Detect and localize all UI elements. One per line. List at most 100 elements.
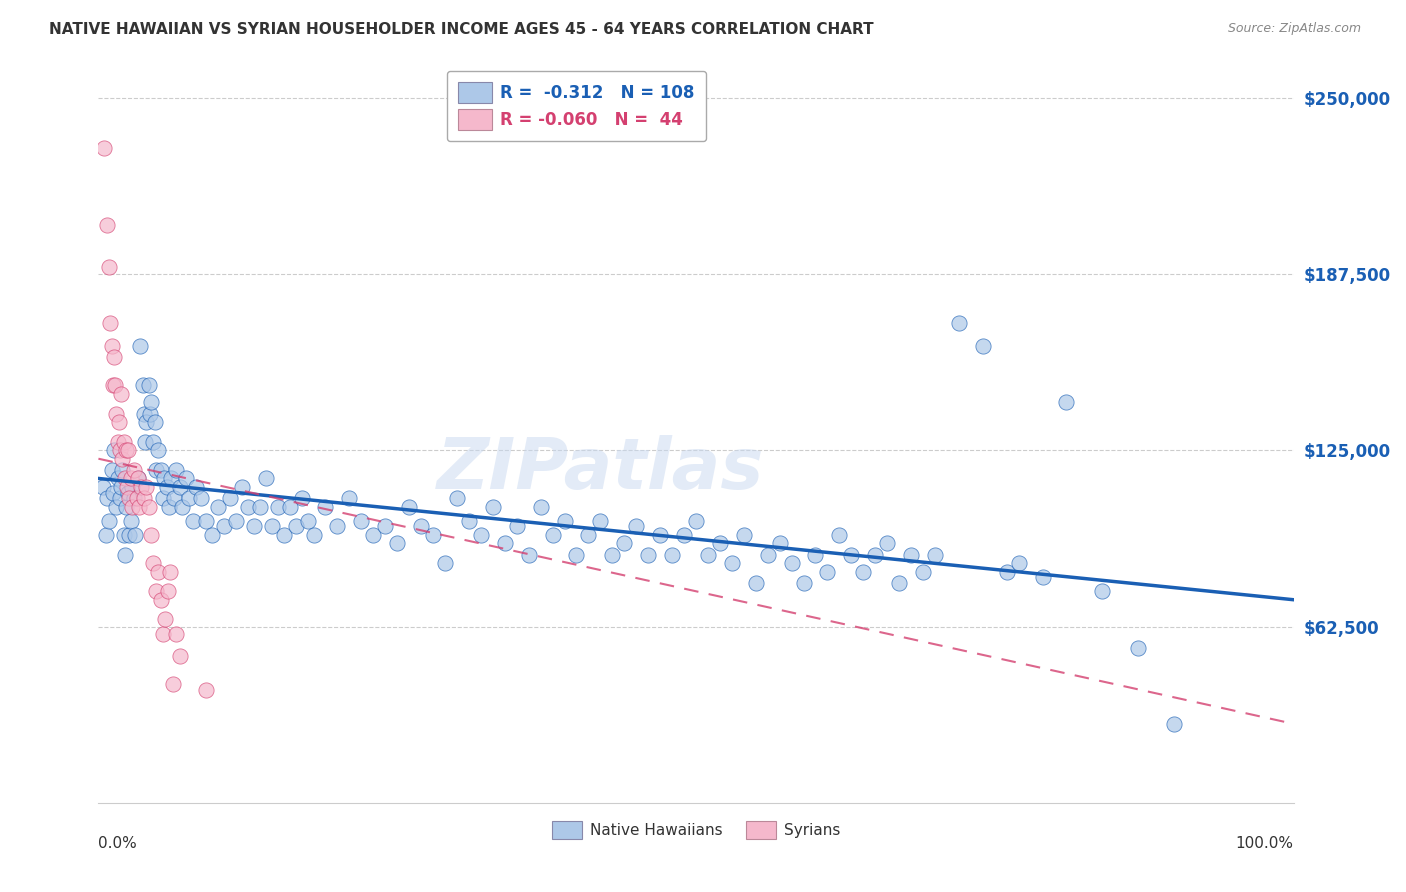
Point	[637, 548, 659, 562]
Text: NATIVE HAWAIIAN VS SYRIAN HOUSEHOLDER INCOME AGES 45 - 64 YEARS CORRELATION CHAR: NATIVE HAWAIIAN VS SYRIAN HOUSEHOLDER IN…	[49, 22, 875, 37]
Point	[768, 536, 790, 550]
Point	[153, 471, 176, 485]
Point	[121, 500, 143, 514]
Point	[876, 536, 898, 550]
Point	[160, 471, 183, 485]
Point	[105, 500, 128, 514]
Point	[254, 471, 277, 485]
Point	[385, 536, 409, 550]
Point	[865, 548, 887, 562]
Point	[578, 528, 600, 542]
Point	[159, 565, 181, 579]
Point	[398, 500, 420, 514]
Point	[470, 528, 492, 542]
Point	[225, 514, 247, 528]
Point	[111, 463, 134, 477]
Legend: Native Hawaiians, Syrians: Native Hawaiians, Syrians	[544, 814, 848, 847]
Point	[114, 548, 136, 562]
Point	[117, 485, 139, 500]
Point	[721, 556, 744, 570]
Point	[249, 500, 271, 514]
Point	[108, 491, 131, 506]
Point	[134, 434, 156, 449]
Point	[131, 378, 153, 392]
Point	[120, 471, 142, 485]
Point	[1056, 395, 1078, 409]
Point	[709, 536, 731, 550]
Point	[554, 514, 576, 528]
Point	[165, 626, 187, 640]
Point	[911, 565, 934, 579]
Point	[103, 443, 125, 458]
Text: 100.0%: 100.0%	[1236, 836, 1294, 851]
Point	[685, 514, 707, 528]
Point	[231, 480, 253, 494]
Point	[697, 548, 720, 562]
Point	[124, 528, 146, 542]
Point	[174, 471, 197, 485]
Point	[152, 491, 174, 506]
Point	[107, 434, 129, 449]
Point	[139, 407, 162, 421]
Point	[374, 519, 396, 533]
Point	[124, 463, 146, 477]
Point	[101, 485, 124, 500]
Point	[291, 491, 314, 506]
Point	[273, 528, 295, 542]
Point	[120, 514, 142, 528]
Point	[924, 548, 946, 562]
Point	[139, 395, 162, 409]
Point	[127, 471, 149, 485]
Point	[243, 519, 266, 533]
Point	[131, 480, 153, 494]
Point	[145, 584, 167, 599]
Point	[1032, 570, 1054, 584]
Point	[118, 528, 141, 542]
Point	[139, 528, 162, 542]
Point	[411, 519, 433, 533]
Point	[93, 141, 115, 155]
Point	[339, 491, 361, 506]
Point	[1091, 584, 1114, 599]
Point	[267, 500, 290, 514]
Point	[111, 451, 134, 466]
Point	[756, 548, 779, 562]
Point	[260, 519, 283, 533]
Point	[278, 500, 301, 514]
Point	[149, 463, 172, 477]
Point	[297, 514, 319, 528]
Point	[115, 480, 138, 494]
Point	[186, 480, 208, 494]
Point	[138, 500, 160, 514]
Point	[91, 480, 114, 494]
Point	[155, 612, 177, 626]
Point	[1128, 640, 1150, 655]
Point	[530, 500, 553, 514]
Point	[98, 316, 122, 330]
Point	[100, 339, 122, 353]
Point	[100, 463, 122, 477]
Point	[107, 471, 129, 485]
Point	[145, 463, 167, 477]
Point	[169, 480, 191, 494]
Point	[132, 491, 155, 506]
Point	[841, 548, 863, 562]
Point	[613, 536, 636, 550]
Point	[143, 415, 166, 429]
Point	[162, 677, 184, 691]
Point	[422, 528, 444, 542]
Point	[125, 491, 148, 506]
Text: 0.0%: 0.0%	[98, 836, 138, 851]
Point	[948, 316, 970, 330]
Point	[165, 463, 187, 477]
Point	[219, 491, 242, 506]
Point	[107, 415, 129, 429]
Point	[132, 407, 155, 421]
Point	[108, 443, 131, 458]
Point	[179, 491, 201, 506]
Point	[828, 528, 851, 542]
Point	[155, 480, 177, 494]
Point	[118, 491, 141, 506]
Point	[733, 528, 755, 542]
Point	[172, 500, 194, 514]
